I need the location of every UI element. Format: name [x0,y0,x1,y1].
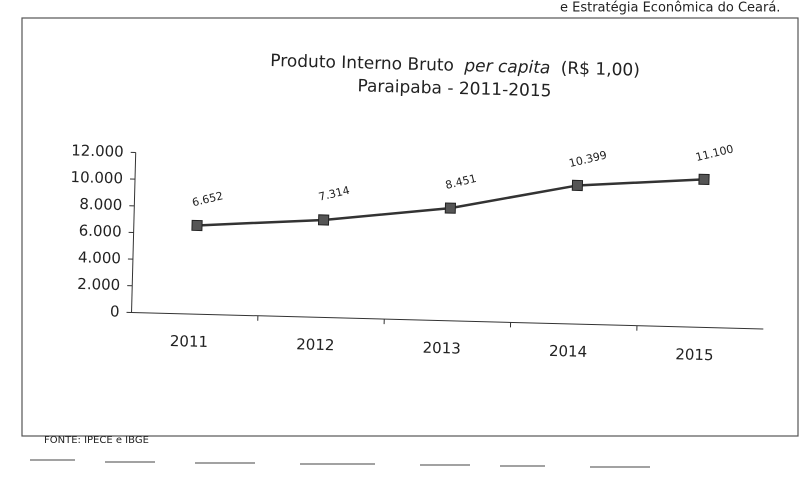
x-tick-label: 2014 [549,342,588,361]
y-tick-label: 2.000 [77,275,120,294]
x-tick-label: 2011 [170,332,209,351]
data-label: 6.652 [191,189,225,209]
title-part: Produto Interno Bruto [270,51,454,76]
title-part: (R$ 1,00) [560,59,640,81]
y-tick-label: 0 [110,302,120,320]
marker [444,202,457,214]
x-tick-label: 2013 [422,339,461,358]
y-tick-label: 8.000 [79,195,122,214]
x-tick-label: 2015 [675,345,714,364]
marker [571,179,584,192]
title-part: per capita [463,56,551,78]
source: FONTE: IPECE e IBGE [44,435,149,446]
y-tick-label: 10.000 [70,168,123,187]
data-label: 8.451 [444,172,478,192]
data-label: 11.100 [694,142,734,164]
marker [317,214,330,226]
marker [191,219,203,232]
data-label: 7.314 [317,184,351,204]
y-tick-label: 12.000 [71,141,124,160]
y-tick-label: 4.000 [78,248,121,267]
marker [698,173,710,186]
page-header: e Estratégia Econômica do Ceará. [560,1,780,16]
y-tick-label: 6.000 [78,222,121,241]
chart-subtitle: Paraipaba - 2011-2015 [357,76,552,101]
x-axis [131,311,764,330]
chart: Produto Interno Bruto per capita (R$ 1,0… [70,51,764,364]
bottom-dashes [30,459,650,468]
chart-title: Produto Interno Bruto per capita (R$ 1,0… [270,51,640,81]
data-label: 10.399 [568,148,608,170]
x-tick-label: 2012 [296,335,335,354]
frame [21,17,799,437]
